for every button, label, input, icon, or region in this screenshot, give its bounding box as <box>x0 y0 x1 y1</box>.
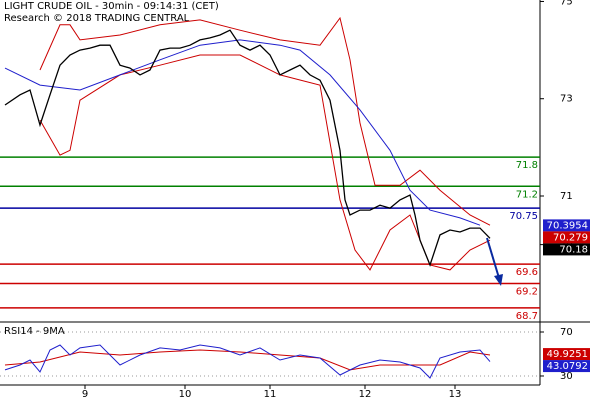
x-tick-label: 11 <box>264 389 277 400</box>
level-label: 69.2 <box>516 287 538 298</box>
last-value-box <box>543 360 590 373</box>
x-tick-label: 10 <box>179 389 192 400</box>
last-value-label: 70.279 <box>553 232 588 243</box>
chart-title: LIGHT CRUDE OIL - 30min - 09:14:31 (CET) <box>4 1 219 12</box>
x-tick-label: 13 <box>449 389 462 400</box>
level-label: 70.75 <box>509 211 538 222</box>
last-value-box <box>543 243 590 256</box>
series-line <box>4 349 491 371</box>
series-line <box>4 29 491 267</box>
series-line <box>4 344 491 379</box>
level-label: 68.7 <box>516 311 538 322</box>
x-tick-label: 12 <box>359 389 372 400</box>
last-value-box <box>543 219 590 232</box>
series-line <box>39 16 491 226</box>
y-tick-label: 75 <box>560 0 573 7</box>
level-label: 71.8 <box>516 160 538 171</box>
y-tick-label: 30 <box>560 371 573 382</box>
level-label: 71.2 <box>516 189 538 200</box>
y-tick-label: 71 <box>560 191 573 202</box>
y-tick-label: 70 <box>560 327 573 338</box>
last-value-box <box>543 348 590 361</box>
last-value-label: 49.9251 <box>547 349 588 360</box>
rsi-title: RSI14 - 9MA <box>4 326 65 337</box>
last-value-label: 70.18 <box>559 244 588 255</box>
series-line <box>4 39 481 226</box>
forecast-arrow <box>486 237 503 286</box>
last-value-label: 70.3954 <box>547 220 588 231</box>
last-value-label: 43.0792 <box>547 361 588 372</box>
level-label: 69.6 <box>516 267 538 278</box>
y-tick-label: 73 <box>560 94 573 105</box>
x-tick-label: 9 <box>82 389 88 400</box>
last-value-box <box>543 231 590 244</box>
chart-subtitle: Research © 2018 TRADING CENTRAL <box>4 13 190 24</box>
